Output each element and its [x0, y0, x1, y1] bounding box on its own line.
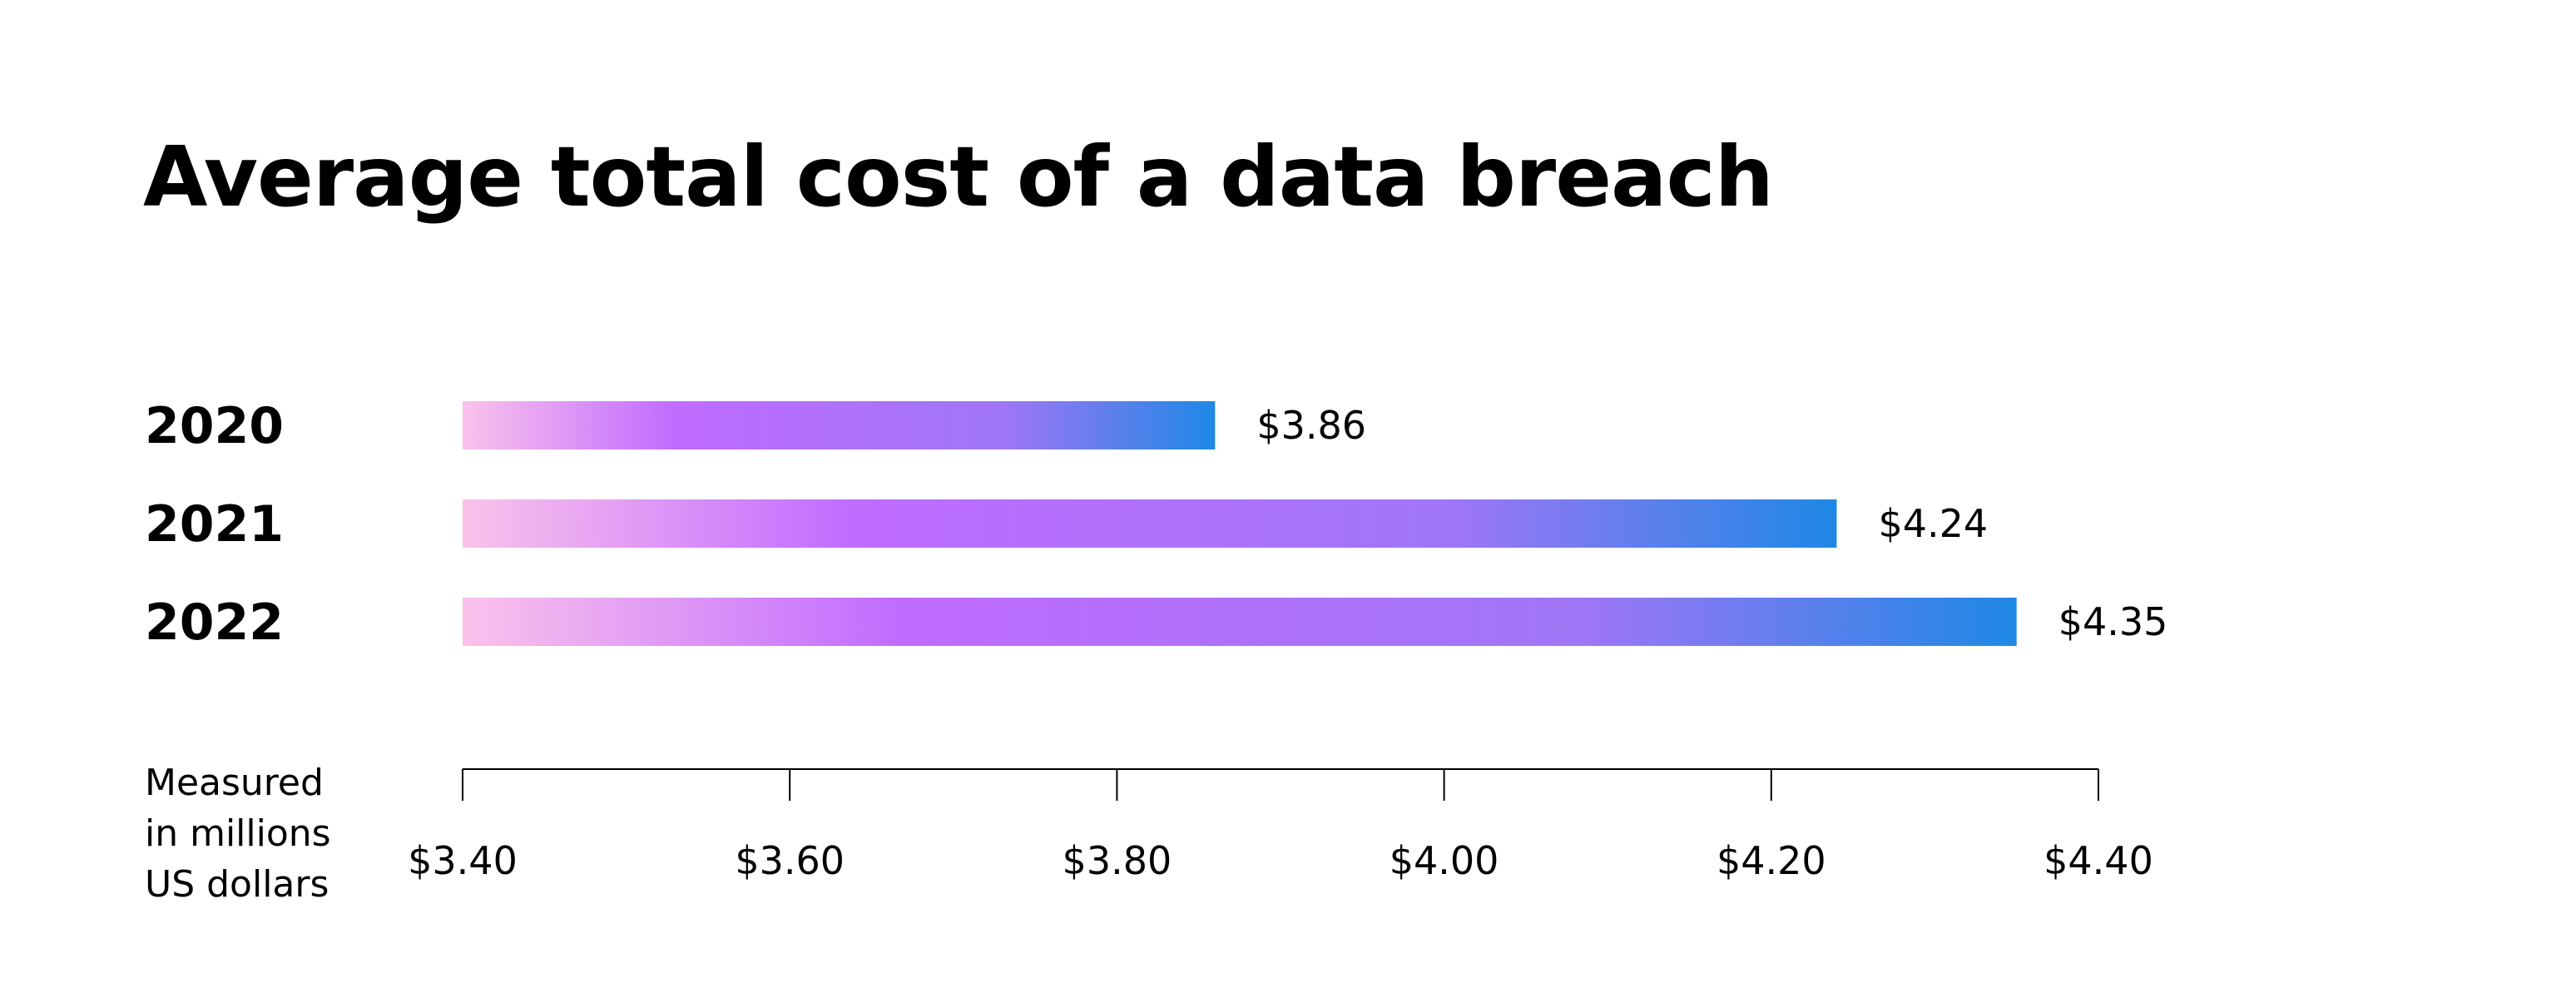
value-label-2020: $3.86	[1256, 403, 1366, 448]
x-axis: $3.40 $3.60 $3.80 $4.00 $4.20 $4.40	[408, 768, 2153, 883]
bars-layer: 2020 $3.86 2021 $4.24 2022 $4.35	[145, 397, 2167, 652]
x-tick-label-0: $3.40	[408, 838, 518, 883]
axis-note: Measured in millions US dollars	[145, 762, 331, 906]
bar-2020	[463, 401, 1216, 449]
value-label-2022: $4.35	[2058, 599, 2168, 644]
category-label-2020: 2020	[145, 397, 284, 455]
category-label-2022: 2022	[145, 593, 284, 652]
x-tick-label-5: $4.40	[2043, 838, 2153, 883]
x-tick-label-3: $4.00	[1390, 838, 1499, 883]
x-tick-label-2: $3.80	[1063, 838, 1172, 883]
value-label-2021: $4.24	[1878, 501, 1988, 546]
axis-note-line-2: US dollars	[145, 863, 329, 906]
bar-2021	[463, 499, 1837, 548]
x-tick-label-4: $4.20	[1717, 838, 1826, 883]
bar-2022	[463, 598, 2017, 646]
category-label-2021: 2021	[145, 495, 284, 554]
x-tick-label-1: $3.60	[735, 838, 845, 883]
axis-note-line-0: Measured	[145, 762, 324, 804]
axis-note-line-1: in millions	[145, 812, 331, 855]
chart-title: Average total cost of a data breach	[143, 128, 1774, 226]
